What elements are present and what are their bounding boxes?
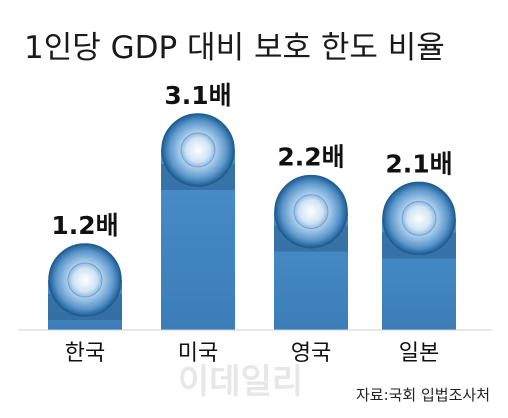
watermark: 이데일리 [178, 362, 303, 402]
chart-title: 1인당 GDP 대비 보호 한도 비율 [24, 30, 445, 66]
bar-3-value-label: 2.2배 [277, 143, 344, 172]
bars-layer: 1.2배 3.1배 2.2배 2.1배 [48, 81, 456, 330]
bar-4-disc-center [401, 200, 437, 236]
bar-4-category-label: 일본 [399, 341, 439, 366]
bar-3-disc-center [293, 194, 329, 230]
bar-1-value-label: 1.2배 [51, 211, 118, 240]
category-labels: 한국 미국 영국 일본 [65, 341, 439, 366]
bar-3-category-label: 영국 [291, 341, 331, 366]
bar-2-value-label: 3.1배 [164, 81, 231, 110]
bar-1-disc-center [67, 262, 103, 298]
bar-4-value-label: 2.1배 [385, 149, 452, 178]
bar-2-category-label: 미국 [178, 341, 218, 366]
source-note: 자료:국회 입법조사처 [356, 386, 490, 404]
bar-2-disc-center [180, 132, 216, 168]
bar-1-category-label: 한국 [65, 341, 105, 366]
